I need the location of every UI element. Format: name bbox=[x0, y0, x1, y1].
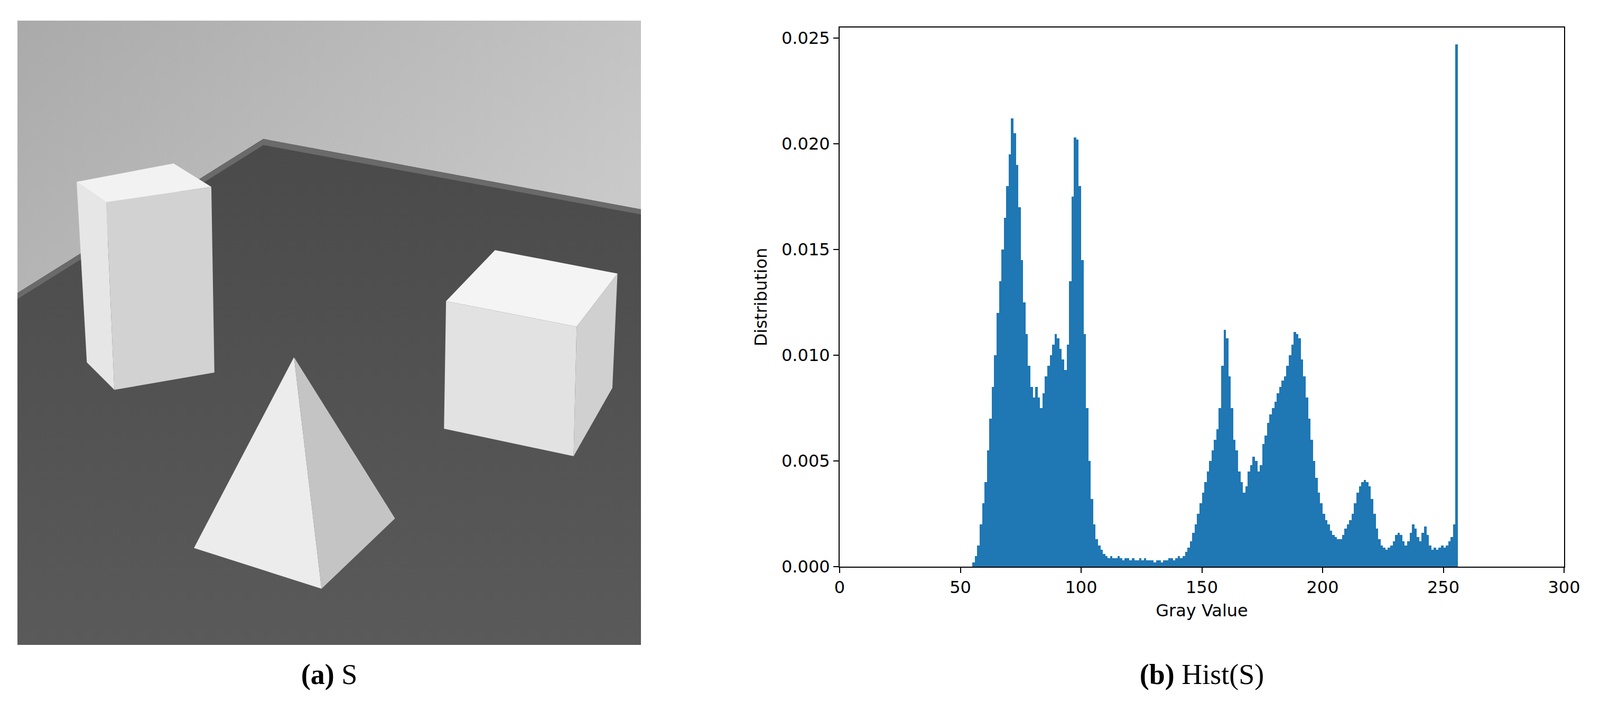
svg-text:200: 200 bbox=[1306, 577, 1339, 598]
svg-text:0.000: 0.000 bbox=[781, 556, 831, 577]
html-text:(b) Hist(S): (b) Hist(S) bbox=[1139, 658, 1265, 691]
svg-text:0.005: 0.005 bbox=[781, 450, 831, 471]
svg-text:0: 0 bbox=[834, 577, 845, 598]
svg-text:0.010: 0.010 bbox=[781, 345, 831, 366]
svg-text:300: 300 bbox=[1547, 577, 1580, 598]
svg-text:100: 100 bbox=[1064, 577, 1097, 598]
html-text:(a) S: (a) S bbox=[301, 658, 358, 691]
svg-text:0.020: 0.020 bbox=[781, 133, 831, 154]
svg-text:Distribution: Distribution bbox=[750, 247, 771, 347]
svg-text:250: 250 bbox=[1427, 577, 1460, 598]
svg-text:0.015: 0.015 bbox=[781, 239, 831, 260]
svg-text:0.025: 0.025 bbox=[781, 28, 831, 49]
svg-text:150: 150 bbox=[1185, 577, 1218, 598]
svg-text:50: 50 bbox=[949, 577, 972, 598]
svg-text:Gray Value: Gray Value bbox=[1155, 600, 1249, 621]
